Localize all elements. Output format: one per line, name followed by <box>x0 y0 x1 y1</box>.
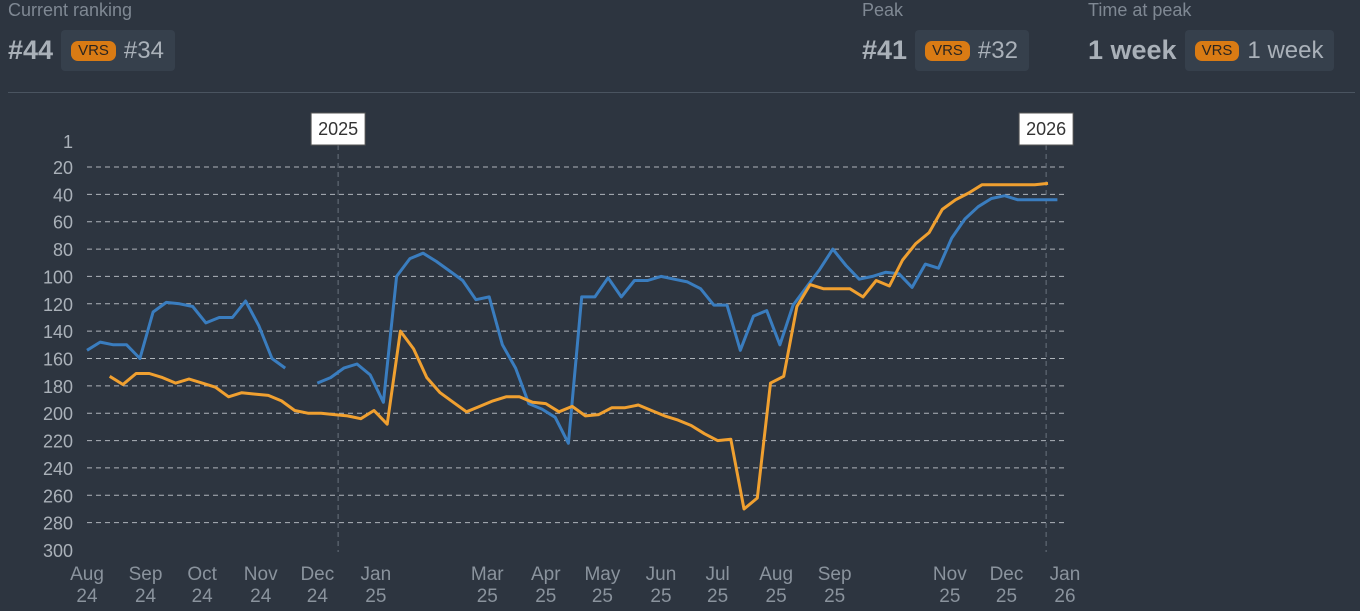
peak-vrs-value: #32 <box>977 36 1018 64</box>
y-tick-label: 140 <box>43 322 73 342</box>
x-tick-month: Jan <box>1050 564 1081 585</box>
grid-lines <box>87 166 1065 524</box>
x-tick-year: 25 <box>592 586 613 607</box>
y-tick-label: 1 <box>63 132 73 152</box>
x-tick-year: 24 <box>76 586 98 607</box>
ranking-line <box>86 194 1058 445</box>
header-divider <box>8 92 1355 93</box>
current-ranking-value: #44 <box>8 35 54 65</box>
x-tick-month: Oct <box>187 564 217 585</box>
y-tick-label: 120 <box>43 295 73 315</box>
x-tick-year: 26 <box>1054 586 1075 607</box>
x-tick-month: Nov <box>244 564 278 585</box>
x-tick-year: 24 <box>192 586 214 607</box>
x-tick-month: Sep <box>129 564 163 585</box>
x-tick-year: 25 <box>650 586 671 607</box>
y-tick-label: 240 <box>43 459 73 479</box>
x-tick-month: Jul <box>705 564 729 585</box>
y-tick-label: 20 <box>53 158 73 178</box>
x-tick-year: 24 <box>135 586 157 607</box>
x-tick-year: 25 <box>996 586 1017 607</box>
year-marker-label: 2025 <box>318 119 358 139</box>
y-tick-label: 300 <box>43 541 73 561</box>
x-axis-ticks: Aug24Sep24Oct24Nov24Dec24Jan25Mar25Apr25… <box>70 564 1080 607</box>
y-tick-label: 220 <box>43 432 73 452</box>
peak-label: Peak <box>862 0 904 20</box>
x-tick-month: Sep <box>818 564 852 585</box>
ranking-chart: 1204060801001201401601802002202402602803… <box>43 112 1080 607</box>
time-at-peak-vrs-box: VRS 1 week <box>1184 30 1335 71</box>
x-tick-year: 24 <box>307 586 329 607</box>
x-tick-year: 25 <box>939 586 960 607</box>
y-tick-label: 260 <box>43 486 73 506</box>
y-tick-label: 200 <box>43 404 73 424</box>
y-tick-label: 60 <box>53 213 73 233</box>
peak-value: #41 <box>862 35 908 65</box>
x-tick-year: 25 <box>824 586 845 607</box>
y-axis-ticks: 1204060801001201401601802002202402602803… <box>43 132 73 561</box>
vrs-ranking-line <box>108 181 1049 511</box>
y-tick-label: 40 <box>53 185 73 205</box>
x-tick-month: May <box>584 564 620 585</box>
y-tick-label: 100 <box>43 267 73 287</box>
x-tick-month: Mar <box>471 564 504 585</box>
current-ranking-stat: Current ranking #44 VRS #34 <box>8 0 175 71</box>
peak-vrs-box: VRS #32 <box>915 30 1029 71</box>
x-tick-year: 25 <box>535 586 556 607</box>
current-ranking-label: Current ranking <box>8 0 133 20</box>
year-marker-label: 2026 <box>1026 119 1066 139</box>
y-tick-label: 160 <box>43 349 73 369</box>
series-lines <box>86 181 1058 511</box>
x-tick-year: 25 <box>477 586 498 607</box>
time-at-peak-vrs-value: 1 week <box>1247 36 1324 64</box>
y-tick-label: 180 <box>43 377 73 397</box>
current-vrs-value: #34 <box>123 36 164 64</box>
y-tick-label: 280 <box>43 514 73 534</box>
x-tick-month: Jun <box>646 564 677 585</box>
x-tick-month: Nov <box>933 564 967 585</box>
x-tick-month: Dec <box>300 564 334 585</box>
x-tick-month: Aug <box>70 564 104 585</box>
time-at-peak-label: Time at peak <box>1088 0 1192 20</box>
time-at-peak-value: 1 week <box>1088 35 1177 65</box>
year-marker-box <box>310 112 366 146</box>
year-marker-box <box>1018 112 1074 146</box>
x-tick-month: Aug <box>759 564 793 585</box>
x-tick-year: 25 <box>766 586 787 607</box>
year-markers: 2025 2026 <box>310 112 1074 552</box>
x-tick-year: 25 <box>707 586 728 607</box>
time-at-peak-stat: Time at peak 1 week VRS 1 week <box>1088 0 1335 71</box>
x-tick-month: Dec <box>990 564 1024 585</box>
y-tick-label: 80 <box>53 240 73 260</box>
vrs-badge: VRS <box>925 40 970 61</box>
x-tick-year: 24 <box>250 586 272 607</box>
x-tick-month: Jan <box>361 564 392 585</box>
vrs-badge: VRS <box>1194 40 1240 61</box>
current-vrs-box: VRS #34 <box>61 30 175 71</box>
x-tick-month: Apr <box>531 564 561 585</box>
x-tick-year: 25 <box>365 586 386 607</box>
vrs-badge: VRS <box>71 40 116 61</box>
peak-stat: Peak #41 VRS #32 <box>862 0 1029 71</box>
